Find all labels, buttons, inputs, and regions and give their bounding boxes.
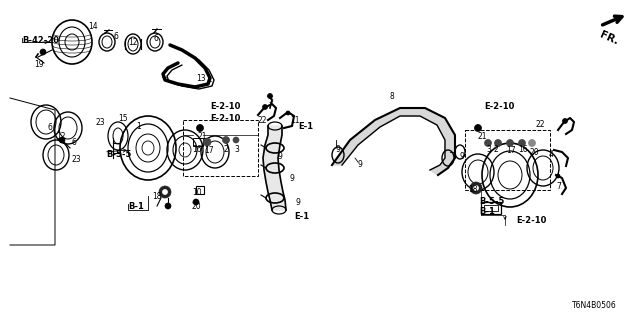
Bar	[193, 138, 203, 146]
Circle shape	[268, 93, 273, 99]
Circle shape	[556, 174, 560, 178]
Text: 19: 19	[34, 60, 44, 69]
Polygon shape	[263, 126, 286, 210]
Text: E-1: E-1	[298, 122, 313, 131]
Text: 17: 17	[506, 146, 516, 155]
Text: B-5-5: B-5-5	[479, 197, 504, 206]
Circle shape	[506, 140, 513, 147]
Circle shape	[474, 186, 479, 190]
Text: 12: 12	[128, 38, 138, 47]
Bar	[484, 205, 498, 211]
Text: 3: 3	[234, 145, 239, 154]
Polygon shape	[332, 108, 455, 175]
Text: 2: 2	[224, 145, 228, 154]
Circle shape	[159, 186, 171, 198]
Text: 9: 9	[336, 145, 341, 154]
Text: 6: 6	[47, 123, 52, 132]
Text: 23: 23	[72, 155, 82, 164]
Text: B-42-20: B-42-20	[22, 36, 59, 45]
Text: 3: 3	[486, 145, 491, 154]
Text: E-2-10: E-2-10	[210, 102, 241, 111]
Bar	[481, 202, 501, 214]
Text: E-1: E-1	[294, 212, 309, 221]
Circle shape	[203, 138, 211, 146]
Circle shape	[563, 118, 568, 124]
Text: 20: 20	[530, 148, 540, 157]
Text: 9: 9	[296, 198, 301, 207]
Text: B-1: B-1	[479, 207, 495, 216]
Text: 17: 17	[204, 146, 214, 155]
Circle shape	[165, 203, 171, 209]
Circle shape	[233, 137, 239, 143]
Text: 6: 6	[153, 34, 158, 43]
Text: 13: 13	[196, 74, 205, 83]
Circle shape	[262, 105, 268, 109]
Bar	[196, 186, 204, 194]
Text: 15: 15	[118, 114, 127, 123]
Text: 18: 18	[152, 192, 161, 201]
Text: 18: 18	[468, 185, 477, 194]
Bar	[465, 130, 550, 190]
Text: 12: 12	[56, 132, 65, 141]
Circle shape	[196, 124, 204, 132]
Text: FR.: FR.	[598, 30, 620, 47]
Text: 11: 11	[290, 116, 300, 125]
Text: 6: 6	[113, 32, 118, 41]
Text: E-2-10: E-2-10	[210, 114, 241, 123]
Text: 14: 14	[88, 22, 98, 31]
Text: 22: 22	[536, 120, 545, 129]
Circle shape	[163, 189, 168, 195]
Text: E-2-10: E-2-10	[516, 216, 547, 225]
Circle shape	[495, 140, 502, 147]
Text: 5: 5	[268, 96, 273, 105]
Text: 23: 23	[95, 118, 104, 127]
Text: 21: 21	[478, 132, 488, 141]
Bar	[183, 120, 258, 176]
Circle shape	[286, 111, 290, 115]
Text: 16: 16	[192, 145, 202, 154]
Text: 9: 9	[278, 152, 283, 161]
Text: 22: 22	[257, 116, 266, 125]
Text: 8: 8	[390, 92, 395, 101]
Text: 4: 4	[549, 150, 554, 159]
Circle shape	[223, 137, 230, 143]
Text: 9: 9	[290, 174, 295, 183]
Text: 16: 16	[518, 145, 527, 154]
Text: 20: 20	[192, 202, 202, 211]
Text: 9: 9	[460, 152, 465, 161]
Text: 2: 2	[494, 145, 499, 154]
Text: 7: 7	[556, 182, 561, 191]
Circle shape	[40, 49, 46, 55]
Circle shape	[470, 182, 482, 194]
Text: 21: 21	[198, 132, 207, 141]
Circle shape	[484, 140, 492, 147]
Circle shape	[529, 140, 536, 147]
Text: T6N4B0506: T6N4B0506	[572, 301, 617, 310]
Text: 1: 1	[136, 122, 141, 131]
Text: 6: 6	[72, 138, 77, 147]
Text: B-1: B-1	[128, 202, 144, 211]
Text: 9: 9	[358, 160, 363, 169]
Text: B-5-5: B-5-5	[106, 150, 131, 159]
Circle shape	[193, 199, 199, 205]
Circle shape	[518, 140, 525, 147]
Circle shape	[59, 137, 65, 143]
Text: E-2-10: E-2-10	[484, 102, 515, 111]
Circle shape	[474, 124, 481, 132]
Text: 10: 10	[192, 188, 202, 197]
